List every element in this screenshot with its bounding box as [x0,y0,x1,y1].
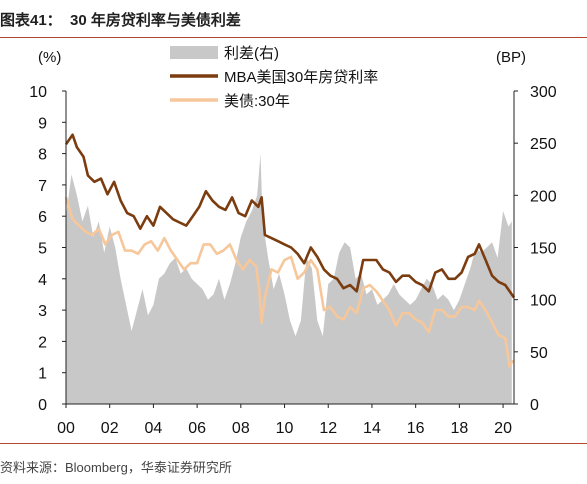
x-tick-label: 12 [319,420,337,437]
y-left-tick-label: 2 [38,334,47,351]
y-left-tick-label: 4 [38,272,47,289]
title-rule [0,37,587,38]
spread-area [66,153,512,404]
chart-title: 图表41： 30 年房贷利率与美债利差 [0,12,241,29]
x-tick-label: 08 [232,420,250,437]
line-series-layer [64,133,516,368]
x-tick-label: 10 [276,420,294,437]
source-rule [0,443,587,444]
y-left-tick-label: 7 [38,178,47,195]
y-right-tick-label: 300 [530,84,557,101]
x-tick-label: 14 [363,420,381,437]
y-right-tick-label: 200 [530,188,557,205]
y-left-tick-label: 9 [38,115,47,132]
y-left-tick-label: 0 [38,397,47,414]
legend-label-spread: 利差(右) [224,45,279,62]
y-left-tick-label: 3 [38,303,47,320]
y-right-unit: (BP) [496,49,526,66]
x-tick-label: 16 [407,420,425,437]
x-tick-label: 18 [450,420,468,437]
y-right-tick-label: 50 [530,345,548,362]
y-left-tick-label: 10 [29,84,47,101]
x-tick-label: 02 [101,420,119,437]
treasury-30y-line [64,197,515,368]
y-left-unit: (%) [38,49,61,66]
y-right-tick-label: 250 [530,136,557,153]
x-tick-label: 00 [57,420,75,437]
title-bar: 图表41： 30 年房贷利率与美债利差 [0,0,587,38]
legend-swatch-spread [170,46,218,59]
spread-area-layer [66,153,512,404]
y-right-tick-label: 150 [530,241,557,258]
x-tick-label: 06 [188,420,206,437]
source-note: 资料来源：Bloomberg，华泰证券研究所 [0,460,232,475]
legend-label-treasury: 美债:30年 [224,93,290,110]
legend-label-mortgage: MBA美国30年房贷利率 [224,69,378,86]
y-left-tick-label: 1 [38,366,47,383]
y-right-tick-label: 100 [530,293,557,310]
x-tick-label: 20 [494,420,512,437]
mba-30y-mortgage-line [64,133,516,299]
y-right-tick-label: 0 [530,397,539,414]
x-tick-label: 04 [145,420,163,437]
y-left-tick-label: 6 [38,209,47,226]
y-left-tick-label: 8 [38,147,47,164]
y-left-tick-label: 5 [38,241,47,258]
